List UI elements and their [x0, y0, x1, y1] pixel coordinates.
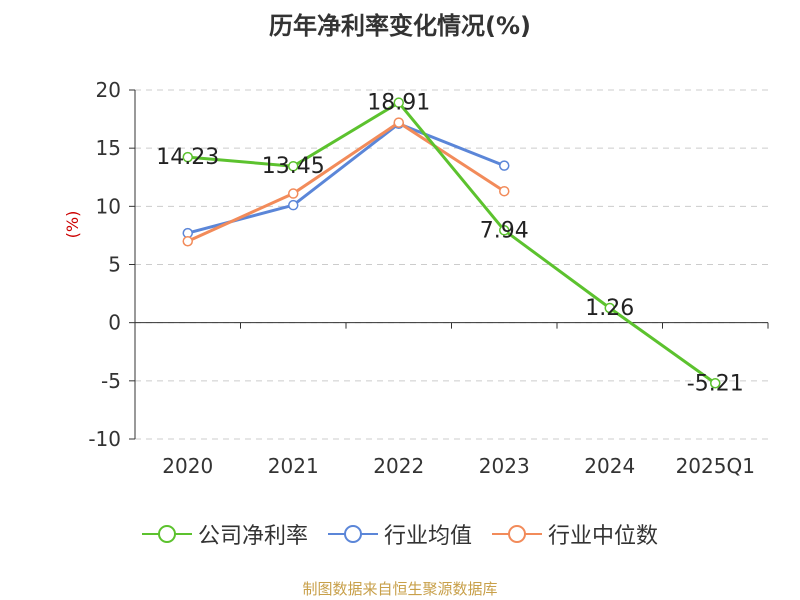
- data-point: [499, 225, 510, 236]
- data-point: [604, 302, 615, 314]
- y-tick-label: 0: [108, 311, 121, 335]
- legend-item-industry-median[interactable]: 行业中位数: [492, 518, 658, 550]
- legend-item-company[interactable]: 公司净利率: [141, 518, 308, 550]
- y-tick-label: 10: [96, 194, 121, 218]
- data-point: [288, 160, 299, 172]
- y-tick-label: 20: [96, 78, 121, 102]
- data-point: [182, 235, 193, 247]
- legend-label-company: 公司净利率: [197, 524, 308, 549]
- data-point: [499, 185, 510, 197]
- legend: 公司净利率 行业均值 行业中位数: [0, 518, 800, 550]
- data-point: [182, 151, 193, 163]
- legend-item-industry-mean[interactable]: 行业均值: [327, 518, 472, 550]
- y-tick-label: -5: [101, 369, 121, 393]
- x-tick-label: 2023: [479, 454, 530, 478]
- data-label: 13.45: [262, 154, 325, 179]
- y-axis-label: (%): [63, 211, 82, 239]
- data-point: [393, 97, 404, 108]
- chart-title: 历年净利率变化情况(%): [269, 12, 531, 40]
- x-tick-label: 2024: [584, 454, 635, 478]
- data-point: [499, 160, 510, 171]
- x-tick-label: 2020: [162, 454, 213, 478]
- series-line: [187, 120, 506, 243]
- data-point: [393, 117, 404, 128]
- data-point: [710, 378, 721, 389]
- legend-label-industry-median: 行业中位数: [548, 524, 659, 549]
- legend-label-industry-mean: 行业均值: [383, 524, 472, 549]
- data-label: -5.21: [687, 371, 744, 396]
- x-tick-label: 2025Q1: [676, 454, 755, 478]
- data-label: 18.91: [367, 91, 430, 116]
- legend-marker-industry-mean: [327, 525, 378, 543]
- data-point: [288, 188, 299, 199]
- source-note: 制图数据来自恒生聚源数据库: [302, 580, 498, 598]
- data-label: 7.94: [480, 218, 529, 243]
- y-tick-label: -10: [88, 427, 121, 451]
- series-line: [187, 100, 717, 385]
- data-point: [288, 199, 299, 211]
- legend-marker-company: [141, 525, 192, 543]
- y-tick-label: 5: [108, 253, 121, 277]
- data-label: 14.23: [156, 145, 219, 170]
- legend-marker-industry-median: [492, 525, 542, 543]
- x-tick-label: 2021: [268, 454, 319, 478]
- data-label: 1.26: [585, 296, 634, 321]
- y-tick-label: 15: [96, 136, 121, 160]
- series-line: [187, 122, 505, 235]
- x-tick-label: 2022: [373, 454, 424, 478]
